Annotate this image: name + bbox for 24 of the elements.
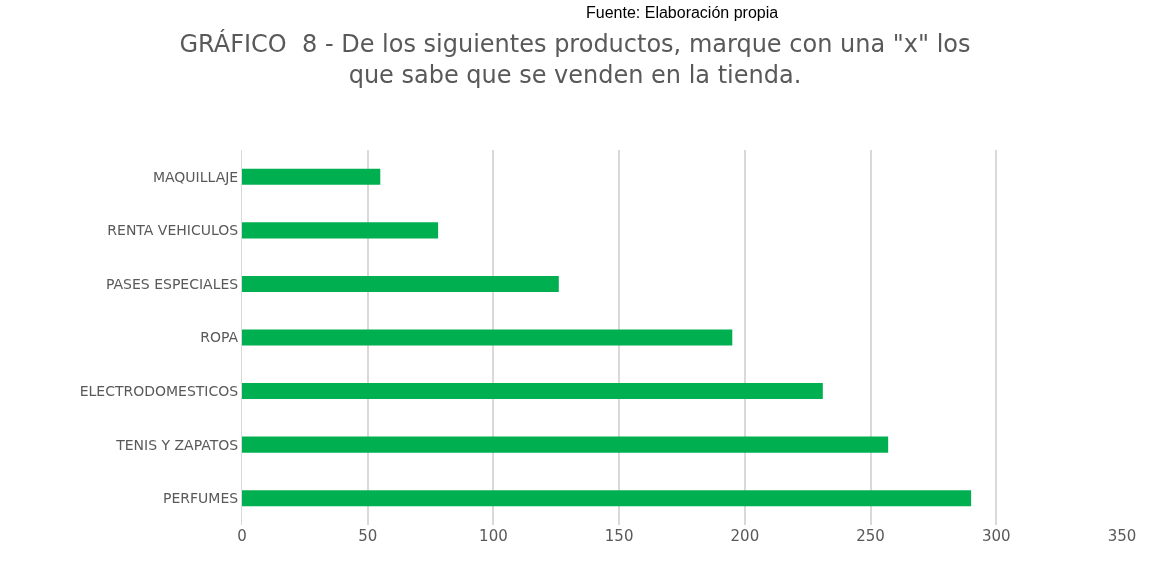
- x-tick-label: 150: [604, 527, 634, 545]
- bar: [242, 383, 823, 400]
- x-tick-label: 50: [358, 527, 378, 545]
- y-tick-label: TENIS Y ZAPATOS: [115, 436, 239, 453]
- y-tick-label: ROPA: [200, 329, 239, 346]
- y-tick-label: PASES ESPECIALES: [105, 275, 239, 292]
- source-note: Fuente: Elaboración propia: [586, 4, 779, 21]
- x-tick-label: 0: [237, 527, 247, 545]
- x-tick-label: 300: [981, 527, 1011, 545]
- bar: [242, 168, 381, 185]
- x-tick-label: 350: [1107, 527, 1137, 545]
- y-tick-label: RENTA VEHICULOS: [107, 222, 239, 239]
- x-tick-label: 100: [479, 527, 508, 545]
- x-tick-label: 250: [856, 527, 885, 545]
- y-tick-label: ELECTRODOMESTICOS: [79, 382, 239, 399]
- bar: [242, 222, 439, 239]
- bar: [242, 329, 733, 346]
- x-tick-label: 200: [730, 527, 760, 545]
- chart-title: GRÁFICO 8 - De los siguientes productos, marque con una "x" los que sabe que se venden en la tienda.: [179, 28, 971, 89]
- y-tick-label: PERFUMES: [163, 490, 239, 507]
- bar: [242, 490, 972, 507]
- bar: [242, 436, 889, 453]
- y-tick-label: MAQUILLAJE: [152, 168, 239, 185]
- bar: [242, 275, 559, 292]
